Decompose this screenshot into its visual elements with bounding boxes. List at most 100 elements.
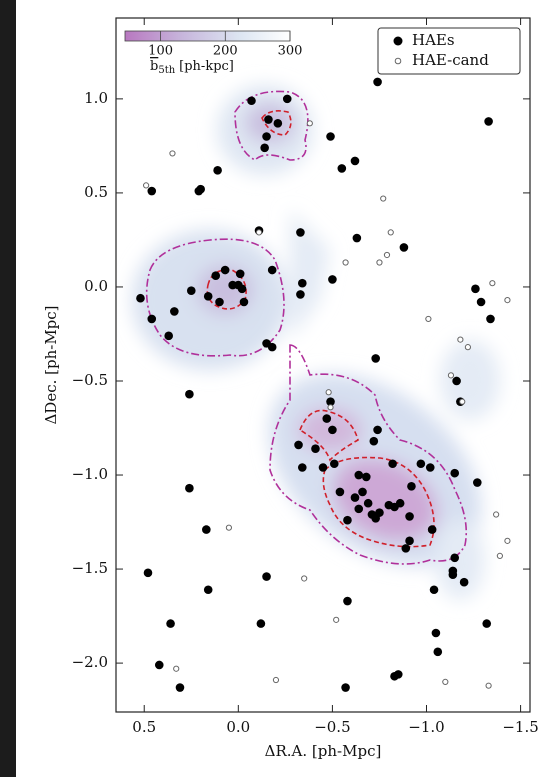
y-axis-label: ΔDec. [ph-Mpc]: [42, 305, 60, 424]
data-point: [450, 468, 460, 478]
data-point: [448, 566, 458, 576]
data-point: [262, 339, 271, 348]
y-tick-label: −0.5: [72, 371, 108, 389]
data-point: [383, 251, 391, 259]
data-point: [225, 524, 233, 531]
data-point: [343, 596, 352, 606]
data-point: [215, 297, 224, 307]
data-point: [239, 297, 249, 307]
data-point: [431, 628, 441, 638]
data-point: [442, 678, 449, 686]
data-point: [429, 585, 439, 595]
data-point: [371, 513, 380, 523]
data-point: [337, 164, 347, 173]
legend-marker: [393, 36, 403, 46]
data-point: [354, 504, 364, 514]
data-point: [459, 398, 466, 405]
data-point: [486, 314, 495, 324]
data-point: [173, 665, 180, 672]
data-point: [341, 683, 350, 692]
data-point: [363, 498, 373, 508]
colorbar-tick-label: 300: [278, 44, 303, 59]
y-tick-label: −2.0: [72, 653, 108, 671]
data-point: [147, 186, 157, 196]
data-point: [203, 292, 213, 301]
x-tick-label: 0.0: [226, 718, 250, 736]
data-point: [203, 585, 213, 595]
data-point: [143, 568, 153, 578]
data-point: [452, 376, 461, 386]
data-point: [395, 498, 405, 508]
data-point: [296, 228, 305, 237]
data-point: [350, 493, 360, 502]
data-point: [262, 572, 271, 581]
data-point: [335, 487, 345, 497]
data-point: [401, 544, 411, 553]
data-point: [170, 307, 179, 316]
data-point: [185, 483, 194, 493]
plot-frame: [115, 17, 531, 713]
data-point: [473, 478, 482, 487]
data-point: [380, 195, 387, 202]
data-point: [405, 536, 414, 546]
data-point: [350, 156, 360, 166]
data-point: [485, 682, 492, 689]
data-point: [425, 463, 435, 472]
data-point: [185, 389, 194, 399]
data-point: [433, 647, 443, 657]
data-point: [476, 297, 486, 307]
density-map: [132, 85, 500, 600]
data-point: [247, 96, 256, 106]
y-tick-label: −1.0: [72, 465, 108, 483]
contour-line: [234, 90, 309, 161]
data-point: [328, 425, 337, 435]
data-point: [328, 275, 337, 284]
density-fill: [132, 85, 500, 600]
colorbar-subscript: 5th: [158, 65, 175, 76]
contour-line: [299, 409, 359, 462]
data-point: [264, 115, 273, 124]
data-point: [361, 472, 371, 482]
data-point: [427, 525, 437, 534]
data-point: [306, 120, 313, 127]
colorbar-symbol: b: [150, 59, 158, 74]
y-tick-label: 0.0: [84, 277, 108, 295]
data-point: [255, 229, 263, 236]
data-point: [496, 552, 503, 559]
data-point: [220, 265, 230, 275]
x-tick-label: −1.0: [408, 718, 444, 736]
data-point: [301, 575, 308, 582]
data-point: [471, 284, 480, 294]
colorbar-tick-label: 100: [148, 44, 173, 59]
data-point: [237, 284, 247, 294]
data-point: [175, 683, 185, 692]
data-point: [416, 459, 426, 469]
data-point: [504, 297, 511, 304]
data-point: [387, 229, 394, 236]
data-point: [325, 389, 332, 396]
data-point: [169, 150, 176, 157]
data-point: [273, 119, 283, 128]
x-tick-label: −0.5: [314, 718, 350, 736]
colorbar-label: b5th [ph-kpc]: [150, 59, 234, 76]
data-point: [296, 290, 305, 299]
y-tick-label: 1.0: [84, 89, 108, 107]
data-point: [164, 331, 173, 341]
data-point: [464, 344, 471, 351]
data-point: [327, 404, 334, 411]
data-point: [311, 444, 320, 453]
data-point: [343, 515, 352, 525]
data-point: [371, 354, 380, 363]
data-point: [354, 470, 364, 480]
data-point: [376, 259, 383, 266]
y-tick-label: −1.5: [72, 559, 108, 577]
colorbar-tick-label: 200: [213, 44, 238, 59]
data-point: [369, 436, 379, 446]
data-point: [202, 525, 211, 534]
data-point: [373, 77, 382, 87]
data-point: [450, 553, 460, 563]
data-point: [272, 676, 280, 684]
data-point: [211, 271, 221, 280]
data-point: [298, 463, 307, 472]
